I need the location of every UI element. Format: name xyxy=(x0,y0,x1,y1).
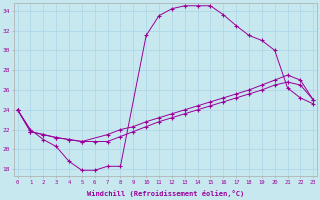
X-axis label: Windchill (Refroidissement éolien,°C): Windchill (Refroidissement éolien,°C) xyxy=(87,190,244,197)
